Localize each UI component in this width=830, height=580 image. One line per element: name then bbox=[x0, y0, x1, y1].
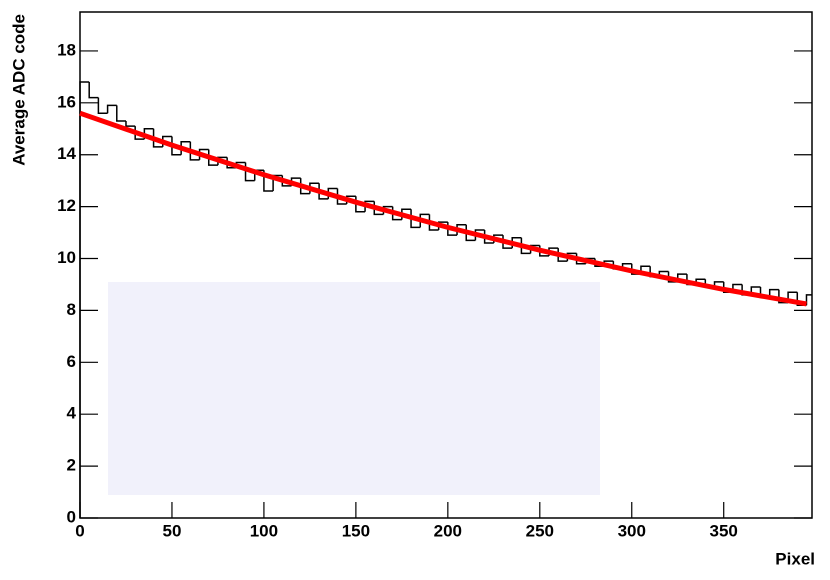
y-tick-label: 10 bbox=[57, 248, 76, 267]
histogram-bin bbox=[97, 97, 108, 114]
histogram-bin bbox=[88, 82, 99, 99]
y-tick-label: 8 bbox=[67, 300, 76, 319]
y-tick-label: 12 bbox=[57, 196, 76, 215]
y-tick-label: 2 bbox=[67, 456, 76, 475]
histogram-bin bbox=[428, 214, 439, 231]
histogram-bin bbox=[805, 294, 812, 306]
y-axis-title: Average ADC code bbox=[9, 14, 28, 166]
x-tick-label: 150 bbox=[342, 521, 370, 540]
y-tick-label: 14 bbox=[57, 144, 76, 163]
histogram-bin bbox=[106, 104, 117, 114]
histogram-bin bbox=[79, 81, 90, 518]
histogram-bin bbox=[336, 188, 347, 205]
y-tick-label: 16 bbox=[57, 92, 76, 111]
x-tick-label: 50 bbox=[162, 521, 181, 540]
x-tick-label: 0 bbox=[75, 521, 84, 540]
x-axis-title: Pixel bbox=[775, 549, 815, 568]
histogram-bin bbox=[125, 120, 136, 127]
histogram-bin bbox=[419, 213, 430, 228]
x-tick-label: 200 bbox=[434, 521, 462, 540]
histogram-bin bbox=[152, 128, 163, 148]
histogram-bin bbox=[474, 229, 485, 241]
fit-line bbox=[79, 110, 807, 307]
blank-pad bbox=[108, 282, 600, 495]
y-tick-label: 0 bbox=[67, 507, 76, 526]
histogram-bin bbox=[189, 141, 200, 161]
histogram-bin bbox=[520, 237, 531, 255]
x-tick-label: 100 bbox=[250, 521, 278, 540]
x-tick-label: 350 bbox=[710, 521, 738, 540]
histogram-bin bbox=[768, 288, 779, 298]
y-tick-label: 18 bbox=[57, 40, 76, 59]
histogram-bin bbox=[116, 105, 126, 122]
x-tick-label: 300 bbox=[618, 521, 646, 540]
histogram-bin bbox=[318, 183, 329, 200]
histogram-bin bbox=[364, 200, 375, 212]
x-tick-label: 250 bbox=[526, 521, 554, 540]
y-tick-label: 6 bbox=[67, 352, 76, 371]
y-tick-label: 4 bbox=[67, 404, 77, 423]
